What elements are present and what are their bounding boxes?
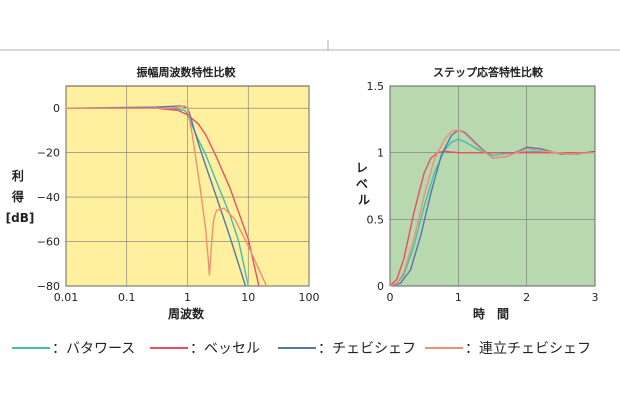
step-y-ticks: 0 0.5 1 1.5 [367,80,385,293]
x-tick-label: 1 [455,291,462,304]
step-series-lines [389,129,596,287]
series-line-1 [66,107,249,287]
legend-label-4: ：連立チェビシェフ [465,341,591,357]
y-tick-label: −20 [37,147,60,160]
series-line-4 [66,105,268,287]
series-line-1 [389,138,595,287]
y-tick-label: 1.5 [367,80,385,93]
y-tick-label: −60 [37,236,60,249]
step-grid [389,85,596,287]
step-response-chart: ステップ応答特性比較 0 1 2 3 0 0.5 1 1.5 時 間 レ ベ ル [356,65,599,321]
legend: ：バタワース ：ベッセル ：チェビシェフ ：連立チェビシェフ [12,341,591,357]
frequency-x-axis-label: 周波数 [168,306,205,321]
frequency-y-axis-label: 利 得 [dB] [6,168,35,225]
series-line-3 [389,129,596,287]
frequency-response-chart: 振幅周波数特性比較 0.01 0.1 1 10 100 0 −20 −40 −60 −80 周波… [6,65,320,321]
step-plot-background [389,85,596,287]
y-tick-label: 0 [53,102,60,115]
x-tick-label: 100 [299,291,320,304]
frequency-grid [65,86,310,287]
x-tick-label: 0.1 [118,291,136,304]
frequency-x-ticks: 0.01 0.1 1 10 100 [54,291,320,304]
step-y-axis-label: レ ベ ル [356,161,372,207]
legend-label-1: ：バタワース [52,341,135,357]
y-tick-label: 1 [377,147,384,160]
x-tick-label: 3 [592,291,599,304]
frequency-y-ticks: 0 −20 −40 −60 −80 [37,102,60,293]
x-tick-label: 0.01 [54,291,79,304]
y-tick-label: −80 [37,280,60,293]
frequency-chart-title: 振幅周波数特性比較 [137,65,237,79]
step-x-axis-label: 時 間 [473,306,509,321]
y-tick-label: 0.5 [367,213,385,226]
frequency-series-lines [65,105,268,287]
series-line-4 [389,129,596,287]
x-tick-label: 1 [184,291,191,304]
x-tick-label: 10 [241,291,255,304]
step-chart-title: ステップ応答特性比較 [433,65,544,79]
legend-label-2: ：ベッセル [190,341,260,357]
step-x-ticks: 0 1 2 3 [387,291,599,304]
y-tick-label: 0 [377,280,384,293]
x-tick-label: 2 [523,291,530,304]
x-tick-label: 0 [387,291,394,304]
series-line-2 [66,107,260,287]
series-line-3 [65,105,247,287]
legend-label-3: ：チェビシェフ [318,341,416,357]
y-tick-label: −40 [37,191,60,204]
